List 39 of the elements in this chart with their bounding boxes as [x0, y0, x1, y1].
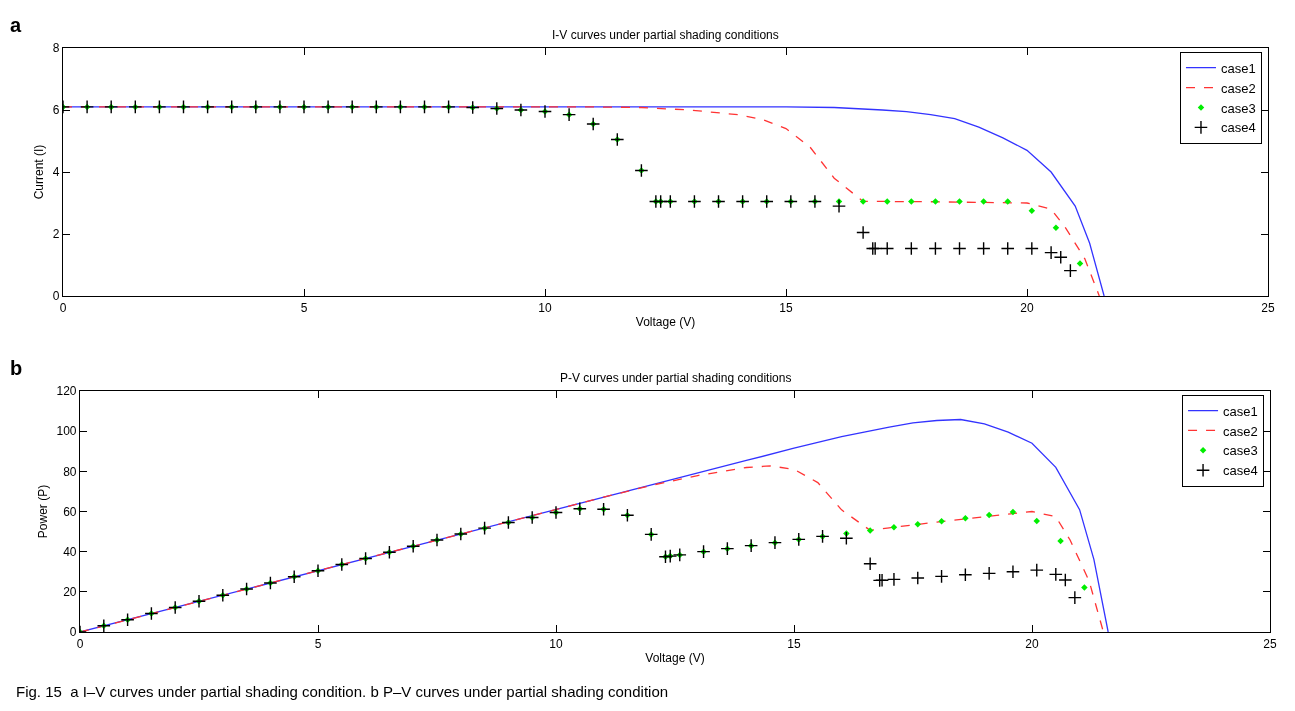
y-tick-label: 4: [52, 165, 60, 180]
x-tick-label: 20: [1025, 636, 1039, 651]
y-tick-label: 60: [63, 504, 77, 519]
y-tick-label: 0: [52, 289, 60, 304]
legend-label: case2: [1223, 423, 1258, 439]
y-tick-label: 8: [52, 41, 60, 56]
text: a: [10, 14, 22, 36]
legend-label: case4: [1220, 120, 1256, 136]
x-tick-label: 15: [779, 300, 793, 315]
y-tick-label: 0: [69, 625, 77, 640]
text: b: [10, 357, 23, 379]
y-tick-label: 80: [63, 464, 77, 479]
chart-title: I-V curves under partial shading conditions: [552, 28, 779, 42]
x-tick-label: 20: [1020, 300, 1034, 315]
y-tick-label: 120: [56, 384, 77, 399]
y-tick-label: 100: [56, 424, 77, 439]
x-tick-label: 10: [549, 636, 563, 651]
x-tick-label: 10: [538, 300, 552, 315]
legend-label: case1: [1223, 403, 1258, 419]
y-tick-label: 2: [52, 227, 60, 242]
y-tick-label: 20: [63, 585, 77, 600]
x-axis-title: Voltage (V): [635, 315, 696, 330]
legend-label: case3: [1220, 100, 1256, 116]
y-axis-title: Power (P): [35, 484, 50, 539]
x-axis-title: Voltage (V): [645, 651, 705, 666]
legend-label: case2: [1220, 80, 1256, 96]
chart-title: P-V curves under partial shading conditions: [560, 371, 792, 385]
legend-label: case3: [1223, 443, 1258, 459]
x-tick-label: 5: [314, 636, 322, 651]
legend-label: case4: [1223, 463, 1258, 479]
x-tick-label: 25: [1263, 636, 1277, 651]
legend-label: case1: [1220, 60, 1256, 76]
x-tick-label: 25: [1261, 300, 1275, 315]
x-tick-label: 5: [300, 300, 308, 315]
caption: Fig. 15 a I–V curves under partial shading condition. b P–V curves under partial shading condition: [16, 683, 669, 700]
y-tick-label: 6: [52, 103, 60, 118]
y-axis-title: Current (I): [32, 144, 47, 200]
x-tick-label: 15: [787, 636, 801, 651]
y-tick-label: 40: [63, 544, 77, 559]
